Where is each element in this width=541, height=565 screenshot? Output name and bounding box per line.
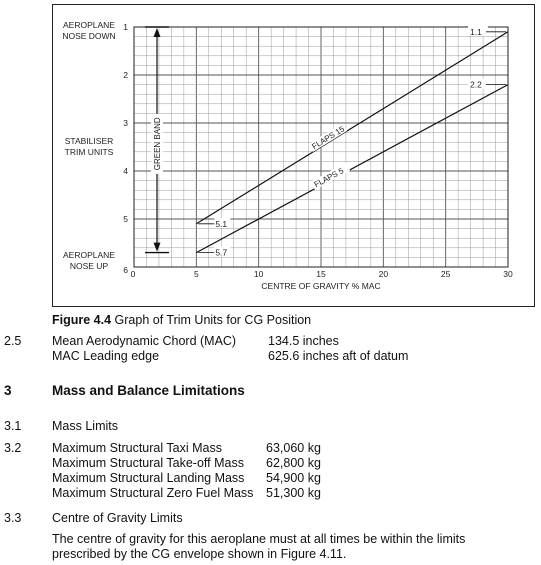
y-top-label: NOSE DOWN <box>62 31 115 41</box>
y-tick-label: 1 <box>123 22 128 32</box>
green-band-label-bg <box>151 113 163 174</box>
series-name-bg-2 <box>310 162 351 190</box>
series-name-bg-1 <box>308 123 348 152</box>
y-tick-label: 2 <box>123 70 128 80</box>
x-tick-label: 5 <box>194 269 199 279</box>
y-tick-label: 3 <box>123 118 128 128</box>
figure-caption-text: Graph of Trim Units for CG Position <box>114 313 312 327</box>
green-band-label: GREEN BAND <box>153 117 162 170</box>
start-label-bg-1 <box>214 217 231 228</box>
takeoff-mass-label: Maximum Structural Take-off Mass <box>52 456 244 470</box>
y-axis-title: TRIM UNITS <box>65 147 114 157</box>
mac-leading-edge-value: 625.6 inches aft of datum <box>268 349 409 363</box>
x-tick-label: 25 <box>441 269 451 279</box>
item-number-3-3: 3.3 <box>4 511 22 525</box>
mac-label: Mean Aerodynamic Chord (MAC) <box>52 334 237 348</box>
y-axis-title: STABILISER <box>65 136 114 146</box>
y-bottom-label: AEROPLANE <box>63 250 115 260</box>
x-tick-label: 20 <box>379 269 389 279</box>
series-name-label-2: FLAPS 5 <box>313 166 346 189</box>
section-title: Mass and Balance Limitations <box>52 383 245 398</box>
series-line-1 <box>196 31 509 225</box>
cg-paragraph-line-2: prescribed by the CG envelope shown in F… <box>52 547 347 561</box>
taxi-mass-value: 63,060 kg <box>266 441 321 455</box>
zero-fuel-mass-label: Maximum Structural Zero Fuel Mass <box>52 486 254 500</box>
y-bottom-label: NOSE UP <box>70 261 109 271</box>
x-axis-title: CENTRE OF GRAVITY % MAC <box>261 281 380 291</box>
taxi-mass-label: Maximum Structural Taxi Mass <box>52 441 222 455</box>
chart-grid <box>133 26 509 268</box>
mac-leading-edge-label: MAC Leading edge <box>52 349 160 363</box>
mass-limits-title: Mass Limits <box>52 419 118 433</box>
start-label-bg-2 <box>214 246 231 257</box>
start-value-label-1: 5.1 <box>215 219 227 229</box>
cg-limits-title: Centre of Gravity Limits <box>52 511 183 525</box>
item-number-3-2: 3.2 <box>4 441 22 455</box>
section-number-3: 3 <box>4 383 12 398</box>
figure-number: Figure 4.4 <box>52 313 112 327</box>
y-top-label: AEROPLANE <box>63 20 115 30</box>
item-number-3-1: 3.1 <box>4 419 22 433</box>
x-tick-label: 30 <box>503 269 513 279</box>
mac-value: 134.5 inches <box>268 334 339 348</box>
cg-paragraph-line-1: The centre of gravity for this aeroplane… <box>52 532 466 546</box>
y-tick-label: 4 <box>123 166 128 176</box>
series-name-label-1: FLAPS 15 <box>310 124 346 151</box>
plot-border <box>133 26 509 268</box>
x-tick-label: 10 <box>254 269 264 279</box>
end-value-label-1: 1.1 <box>470 27 482 37</box>
green-band-arrow-head-top <box>153 28 161 37</box>
x-tick-label: 0 <box>131 269 136 279</box>
landing-mass-value: 54,900 kg <box>266 471 321 485</box>
y-tick-label: 6 <box>123 265 128 275</box>
takeoff-mass-value: 62,800 kg <box>266 456 321 470</box>
y-tick-label: 5 <box>123 214 128 224</box>
zero-fuel-mass-value: 51,300 kg <box>266 486 321 500</box>
figure-caption: Figure 4.4 Graph of Trim Units for CG Po… <box>52 313 311 328</box>
green-band-arrow-head-bottom <box>153 242 161 252</box>
end-label-bg-1 <box>468 25 488 36</box>
end-label-bg-2 <box>468 78 488 89</box>
series-line-2 <box>196 84 509 254</box>
x-tick-label: 15 <box>316 269 326 279</box>
item-number-2-5: 2.5 <box>4 334 22 348</box>
start-value-label-2: 5.7 <box>215 248 227 258</box>
end-value-label-2: 2.2 <box>470 80 482 90</box>
figure-frame: 0 5 10 15 20 25 30 1 2 3 4 5 6 AEROPLANE NOSE DOWN STAB… <box>52 4 535 307</box>
landing-mass-label: Maximum Structural Landing Mass <box>52 471 245 485</box>
